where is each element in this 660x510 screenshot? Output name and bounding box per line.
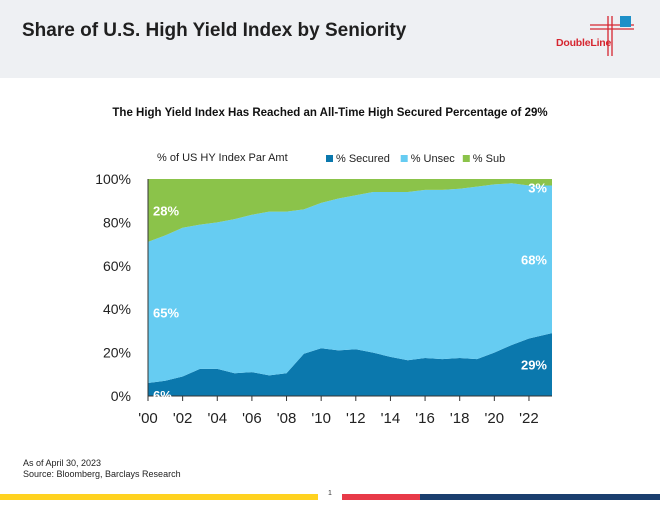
x-tick-label: '18 bbox=[450, 410, 470, 427]
x-tick-label: '02 bbox=[173, 410, 193, 427]
area-unsec bbox=[148, 183, 552, 383]
data-label: 28% bbox=[153, 203, 179, 218]
x-tick-label: '00 bbox=[138, 410, 158, 427]
data-label: 29% bbox=[521, 358, 547, 373]
data-label: 6% bbox=[153, 388, 172, 403]
bottom-bar-red bbox=[342, 494, 420, 500]
logo-mark-icon bbox=[590, 16, 634, 56]
bottom-bar-navy bbox=[420, 494, 660, 500]
x-tick-label: '08 bbox=[277, 410, 297, 427]
bottom-bar-yellow bbox=[0, 494, 318, 500]
x-tick-label: '14 bbox=[381, 410, 401, 427]
area-sub bbox=[148, 179, 552, 242]
source-note: Source: Bloomberg, Barclays Research bbox=[23, 469, 181, 479]
x-tick-label: '22 bbox=[519, 410, 539, 427]
x-tick-label: '04 bbox=[207, 410, 227, 427]
header-band: Share of U.S. High Yield Index by Senior… bbox=[0, 0, 660, 78]
y-tick-label: 20% bbox=[103, 345, 131, 361]
logo-text: DoubleLine bbox=[556, 37, 612, 49]
legend-label-unsec: % Unsec bbox=[411, 153, 456, 165]
area-secured bbox=[148, 333, 552, 396]
x-tick-label: '12 bbox=[346, 410, 366, 427]
doubleline-logo: DoubleLine bbox=[556, 16, 636, 60]
legend-label-secured: % Secured bbox=[336, 153, 390, 165]
x-tick-label: '06 bbox=[242, 410, 262, 427]
page-title: Share of U.S. High Yield Index by Senior… bbox=[22, 20, 407, 41]
legend-swatch-unsec bbox=[400, 155, 408, 162]
legend-swatch-secured bbox=[326, 155, 333, 162]
x-tick-label: '16 bbox=[415, 410, 435, 427]
data-label: 65% bbox=[153, 305, 179, 320]
legend-label-sub: % Sub bbox=[473, 153, 505, 165]
as-of-note: As of April 30, 2023 bbox=[23, 458, 102, 468]
legend-swatch-sub bbox=[462, 155, 470, 162]
chart-title: The High Yield Index Has Reached an All-… bbox=[112, 107, 548, 119]
data-label: 3% bbox=[528, 181, 547, 196]
y-tick-label: 80% bbox=[103, 214, 131, 230]
y-tick-label: 0% bbox=[111, 388, 131, 404]
y-tick-label: 60% bbox=[103, 258, 131, 274]
x-tick-label: '20 bbox=[485, 410, 505, 427]
y-tick-label: 40% bbox=[103, 301, 131, 317]
area-chart: 0% 20% 40% 60% 80% 100% '00 '02 '04 '06 '08 '10 '12 '… bbox=[95, 152, 552, 427]
page-number: 1 bbox=[328, 490, 332, 497]
y-axis-title: % of US HY Index Par Amt bbox=[157, 152, 288, 164]
x-tick-label: '10 bbox=[311, 410, 331, 427]
data-label: 68% bbox=[521, 252, 547, 267]
y-tick-label: 100% bbox=[95, 171, 131, 187]
